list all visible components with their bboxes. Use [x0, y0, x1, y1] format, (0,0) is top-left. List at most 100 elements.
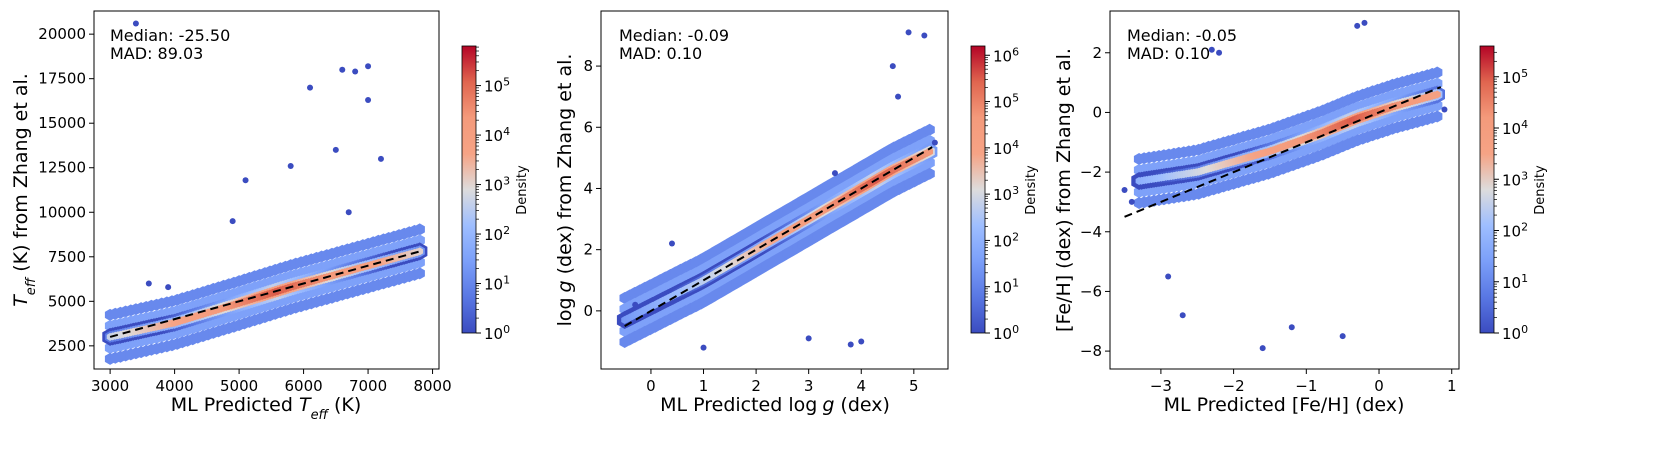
outlier-point	[1441, 106, 1448, 113]
x-tick-label: 5	[909, 377, 919, 395]
y-ticks: 2500 5000 7500 10000 12500 15000 17500 20000	[38, 25, 94, 355]
hexbin-cell	[414, 223, 425, 236]
x-tick-label: 4	[856, 377, 866, 395]
x-ticks: 3000 4000 5000 6000 7000 8000	[91, 369, 452, 395]
ridge-cell	[926, 147, 934, 156]
outlier-point	[1354, 22, 1361, 29]
colorbar-tick-label: 100	[484, 323, 510, 344]
x-tick-label: 0	[1374, 377, 1384, 395]
outlier-point	[242, 177, 249, 184]
x-tick-label: −3	[1150, 377, 1172, 395]
outlier-point	[307, 84, 314, 91]
y-tick-label: −2	[1080, 163, 1102, 181]
panel-teff: 3000 4000 5000 6000 7000 8000 2500 5000 7500 100…	[10, 10, 530, 423]
hexbin-cell	[414, 267, 425, 280]
plot-frame	[1109, 10, 1460, 370]
outlier-layer	[1121, 19, 1448, 352]
x-axis-label: ML Predicted Teff (K)	[171, 394, 362, 423]
colorbar-tick-label: 102	[1502, 220, 1528, 241]
x-tick-label: −2	[1223, 377, 1245, 395]
outlier-point	[1128, 198, 1135, 205]
colorbar-tick-label: 105	[484, 75, 510, 96]
outlier-point	[632, 301, 639, 308]
colorbar-tick-label: 104	[484, 125, 510, 146]
outlier-point	[352, 68, 359, 75]
x-tick-label: −1	[1295, 377, 1317, 395]
y-axis-label: logg (dex) from Zhang et al.	[554, 54, 576, 327]
outlier-point	[895, 93, 902, 100]
x-ticks: −3 −2 −1 0 1	[1150, 369, 1457, 395]
outlier-point	[345, 209, 352, 216]
ridge-layer	[616, 142, 938, 329]
outlier-point	[1339, 333, 1346, 340]
outlier-point	[332, 146, 339, 153]
x-tick-label: 1	[1447, 377, 1457, 395]
colorbar: 100 101 102 103 104 105 Density	[461, 45, 530, 344]
x-tick-label: 3	[804, 377, 814, 395]
colorbar: 100 101 102 103 104 105 106 Density	[970, 45, 1039, 344]
y-tick-label: 5000	[48, 292, 86, 310]
colorbar-tick-label: 103	[993, 184, 1019, 205]
x-axis-label: ML Predicted log g (dex)	[660, 394, 890, 416]
colorbar-tick-label: 103	[484, 174, 510, 195]
y-tick-label: 17500	[38, 70, 86, 88]
mad-annotation: MAD: 89.03	[110, 44, 203, 63]
y-tick-label: 4	[583, 179, 593, 197]
panel-feh: −3 −2 −1 0 1 −8 −6 −4 −2 0 2 Median: -0.05 MAD: 0…	[1053, 10, 1548, 416]
colorbar-tick-label: 101	[993, 276, 1019, 297]
ridge-cell	[416, 247, 424, 256]
outlier-point	[1216, 49, 1223, 56]
x-tick-label: 0	[646, 377, 656, 395]
x-tick-label: 5000	[220, 377, 258, 395]
outlier-point	[365, 97, 372, 104]
outlier-point	[1288, 324, 1295, 331]
outlier-point	[847, 341, 854, 348]
mad-annotation: MAD: 0.10	[1127, 44, 1210, 63]
outlier-point	[1259, 345, 1266, 352]
outlier-point	[931, 139, 938, 146]
colorbar-tick-label: 105	[1502, 66, 1528, 87]
ridge-layer	[1131, 85, 1445, 190]
outlier-point	[1121, 187, 1128, 193]
outlier-point	[165, 284, 172, 291]
hexbin-cell	[1432, 110, 1443, 123]
outlier-point	[339, 66, 346, 73]
median-annotation: Median: -0.09	[619, 26, 729, 45]
y-tick-label: 20000	[38, 25, 86, 43]
colorbar-gradient	[1479, 45, 1495, 334]
colorbar-gradient	[970, 45, 986, 334]
colorbar-tick-label: 101	[484, 273, 510, 294]
outlier-point	[889, 63, 896, 70]
colorbar-tick-label: 104	[993, 137, 1019, 158]
colorbar-label: Density	[1024, 165, 1039, 215]
outlier-point	[229, 218, 236, 225]
outlier-point	[831, 170, 838, 177]
y-axis-label: Teff (K) from Zhang et al.	[10, 73, 39, 307]
outlier-point	[1179, 312, 1186, 319]
x-tick-label: 8000	[413, 377, 451, 395]
outlier-point	[905, 29, 912, 36]
y-tick-label: −8	[1080, 342, 1102, 360]
colorbar-tick-label: 101	[1502, 271, 1528, 292]
y-ticks: 0 2 4 6 8	[583, 57, 601, 320]
colorbar-tick-label: 103	[1502, 169, 1528, 190]
x-tick-label: 2	[751, 377, 761, 395]
colorbar-tick-label: 100	[993, 323, 1019, 344]
y-tick-label: −4	[1080, 223, 1102, 241]
y-tick-label: 10000	[38, 203, 86, 221]
y-tick-label: 6	[583, 118, 593, 136]
fit-line	[624, 146, 933, 328]
y-tick-label: 12500	[38, 159, 86, 177]
y-tick-label: 7500	[48, 248, 86, 266]
panel-logg: 0 1 2 3 4 5 0 2 4 6 8 Median: -0.09 MAD: 0.10 ML …	[554, 10, 1039, 416]
plot-frame	[600, 10, 949, 370]
x-tick-label: 6000	[284, 377, 322, 395]
plot-frame	[93, 10, 440, 370]
fit-line	[109, 250, 420, 338]
outlier-point	[805, 335, 812, 342]
outlier-point	[377, 155, 384, 162]
x-tick-label: 4000	[156, 377, 194, 395]
y-tick-label: 0	[583, 302, 593, 320]
outlier-point	[132, 20, 139, 27]
outlier-point	[365, 63, 372, 70]
